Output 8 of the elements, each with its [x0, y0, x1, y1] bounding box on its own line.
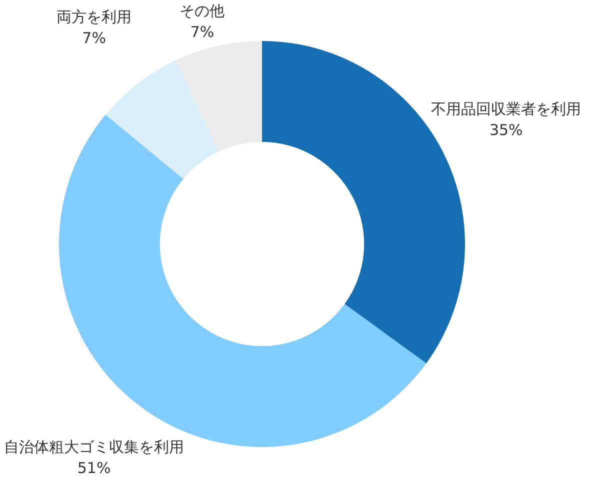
- slice-label: 両方を利用: [56, 8, 132, 26]
- slice-label: その他: [180, 2, 225, 20]
- data-label: 7%: [82, 29, 106, 47]
- slice-label: 自治体粗大ゴミ収集を利用: [4, 438, 184, 456]
- data-label: 35%: [489, 121, 523, 140]
- data-label: 7%: [190, 23, 214, 41]
- slice-label: 不用品回収業者を利用: [431, 100, 582, 118]
- data-label: 51%: [77, 459, 111, 477]
